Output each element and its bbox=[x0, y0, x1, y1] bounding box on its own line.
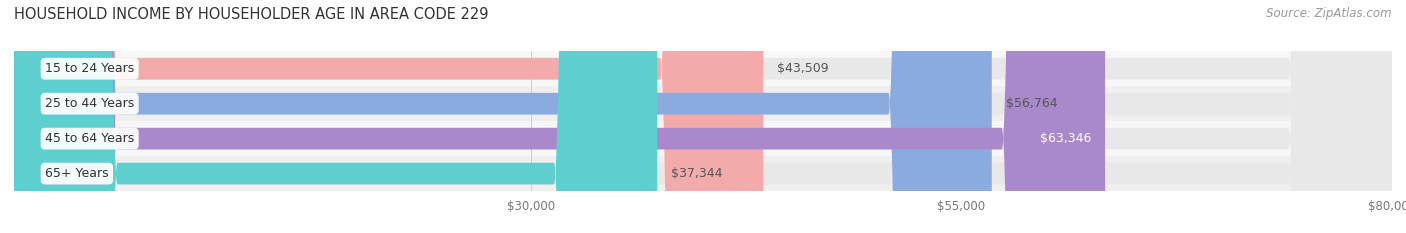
Text: $43,509: $43,509 bbox=[778, 62, 830, 75]
Text: $63,346: $63,346 bbox=[1040, 132, 1091, 145]
FancyBboxPatch shape bbox=[14, 0, 763, 233]
Bar bbox=[14, 121, 1392, 156]
FancyBboxPatch shape bbox=[14, 0, 1392, 233]
Text: $56,764: $56,764 bbox=[1005, 97, 1057, 110]
Text: 15 to 24 Years: 15 to 24 Years bbox=[45, 62, 135, 75]
FancyBboxPatch shape bbox=[14, 0, 1392, 233]
Text: 25 to 44 Years: 25 to 44 Years bbox=[45, 97, 135, 110]
Bar bbox=[14, 156, 1392, 191]
Text: $37,344: $37,344 bbox=[671, 167, 723, 180]
FancyBboxPatch shape bbox=[14, 0, 657, 233]
FancyBboxPatch shape bbox=[14, 0, 991, 233]
FancyBboxPatch shape bbox=[14, 0, 1392, 233]
Text: 65+ Years: 65+ Years bbox=[45, 167, 108, 180]
Text: HOUSEHOLD INCOME BY HOUSEHOLDER AGE IN AREA CODE 229: HOUSEHOLD INCOME BY HOUSEHOLDER AGE IN A… bbox=[14, 7, 488, 22]
Bar bbox=[14, 51, 1392, 86]
FancyBboxPatch shape bbox=[14, 0, 1392, 233]
Text: 45 to 64 Years: 45 to 64 Years bbox=[45, 132, 135, 145]
Bar bbox=[14, 86, 1392, 121]
Text: Source: ZipAtlas.com: Source: ZipAtlas.com bbox=[1267, 7, 1392, 20]
FancyBboxPatch shape bbox=[14, 0, 1105, 233]
